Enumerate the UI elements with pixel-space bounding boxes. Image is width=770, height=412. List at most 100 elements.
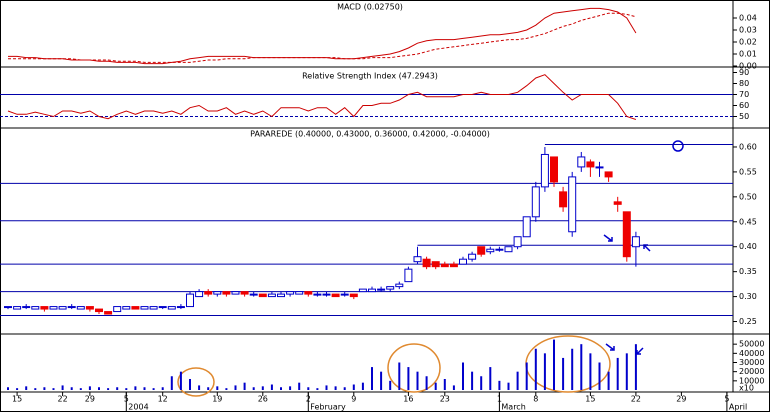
volume-bar bbox=[625, 353, 628, 390]
candle-body bbox=[58, 306, 67, 310]
volume-bar bbox=[161, 387, 164, 390]
volume-bar bbox=[471, 371, 474, 390]
volume-bar bbox=[61, 385, 64, 390]
volume-bar bbox=[79, 388, 82, 390]
y-tick-label: 40000 bbox=[739, 349, 764, 358]
x-tick-label: 8 bbox=[533, 395, 538, 404]
candle-body bbox=[67, 306, 76, 309]
volume-bar bbox=[352, 384, 355, 390]
volume-bar bbox=[443, 379, 446, 390]
x-tick-label: 26 bbox=[258, 395, 268, 404]
candle-body bbox=[377, 288, 386, 291]
volume-bar bbox=[243, 382, 246, 390]
candle-body bbox=[413, 256, 422, 263]
volume-bar bbox=[125, 388, 128, 390]
candle-body bbox=[395, 283, 404, 288]
volume-bar bbox=[462, 362, 464, 390]
candle-body bbox=[76, 306, 85, 310]
x-tick-label: 22 bbox=[58, 395, 68, 404]
y-tick-label: 0.55 bbox=[739, 167, 757, 176]
candle-body bbox=[358, 288, 367, 293]
candle-body bbox=[595, 166, 604, 169]
y-tick-label: 0.45 bbox=[739, 217, 757, 226]
candle-body bbox=[4, 306, 12, 309]
volume-bar bbox=[270, 384, 273, 390]
candle-body bbox=[240, 291, 249, 295]
candle-body bbox=[40, 306, 49, 310]
y-tick-label: 30000 bbox=[739, 358, 764, 367]
candle-body bbox=[495, 248, 504, 251]
volume-bar bbox=[88, 386, 91, 390]
candle-body bbox=[267, 293, 276, 298]
candle-body bbox=[440, 263, 449, 268]
volume-bar bbox=[607, 371, 610, 390]
volume-bar bbox=[316, 388, 319, 390]
candle-body bbox=[486, 248, 495, 253]
volume-bar bbox=[116, 387, 119, 390]
volume-bar bbox=[407, 367, 410, 390]
axis-note: x10 bbox=[739, 384, 754, 393]
candle-body bbox=[504, 246, 513, 253]
candle-body bbox=[167, 306, 176, 310]
candle-body bbox=[422, 258, 431, 268]
smiley bbox=[672, 140, 684, 152]
candle-body bbox=[568, 176, 577, 233]
panel-title: Relative Strength Index (47.2943) bbox=[302, 72, 438, 81]
candle-body bbox=[158, 306, 167, 309]
candle-body bbox=[404, 268, 413, 283]
volume-bar bbox=[371, 367, 373, 390]
panel-title: MACD (0.02750) bbox=[337, 3, 403, 12]
candle-body bbox=[522, 216, 531, 238]
arrow bbox=[603, 234, 613, 242]
volume-bar bbox=[43, 387, 46, 390]
y-tick-label: 90 bbox=[739, 68, 749, 77]
candle-body bbox=[113, 306, 122, 313]
volume-bar bbox=[179, 371, 182, 390]
panel-title: PARAREDE (0.40000, 0.43000, 0.36000, 0.4… bbox=[250, 130, 490, 139]
volume-bar bbox=[480, 376, 483, 390]
y-tick-label: 0.02 bbox=[739, 38, 757, 47]
candle-body bbox=[295, 291, 304, 295]
y-tick-label: 60 bbox=[739, 101, 749, 110]
volume-bar bbox=[16, 388, 19, 390]
volume-bar bbox=[25, 386, 28, 390]
x-tick-label: 15 bbox=[12, 395, 22, 404]
candle-body bbox=[49, 306, 58, 310]
candle-body bbox=[559, 191, 568, 208]
series-line bbox=[7, 74, 637, 120]
x-tick-label: 15 bbox=[585, 395, 595, 404]
candle-body bbox=[204, 291, 213, 295]
volume-bar bbox=[580, 344, 583, 390]
y-tick-label: 0.60 bbox=[739, 142, 757, 151]
volume-bar bbox=[107, 388, 110, 390]
volume-bar bbox=[134, 386, 137, 390]
candle-body bbox=[540, 153, 549, 188]
y-tick-label: 20000 bbox=[739, 367, 764, 376]
month-label: April bbox=[729, 403, 747, 412]
x-tick-label: 9 bbox=[351, 395, 356, 404]
candle-body bbox=[176, 306, 185, 309]
series-line bbox=[8, 7, 637, 65]
y-tick-label: 0.25 bbox=[739, 317, 757, 326]
volume-bar bbox=[389, 380, 392, 390]
volume-bar bbox=[261, 386, 264, 390]
candle-body bbox=[468, 253, 477, 260]
candle-body bbox=[331, 293, 340, 298]
y-tick-label: 80 bbox=[739, 79, 749, 88]
y-tick-label: 0.01 bbox=[739, 50, 757, 59]
y-tick-label: 0.40 bbox=[739, 242, 757, 251]
candle-body bbox=[322, 293, 331, 296]
candle-body bbox=[459, 258, 467, 265]
candle-body bbox=[131, 306, 140, 310]
volume-bar bbox=[225, 388, 228, 390]
volume-bar bbox=[571, 348, 574, 390]
volume-bar bbox=[498, 380, 501, 390]
volume-bar bbox=[207, 387, 210, 390]
volume-bar bbox=[543, 353, 546, 390]
candle-body bbox=[613, 201, 622, 205]
volume-bar bbox=[516, 371, 519, 390]
candle-body bbox=[195, 291, 204, 298]
y-tick-label: 0.04 bbox=[739, 14, 757, 23]
candle-body bbox=[258, 293, 267, 298]
volume-bar bbox=[325, 385, 328, 390]
